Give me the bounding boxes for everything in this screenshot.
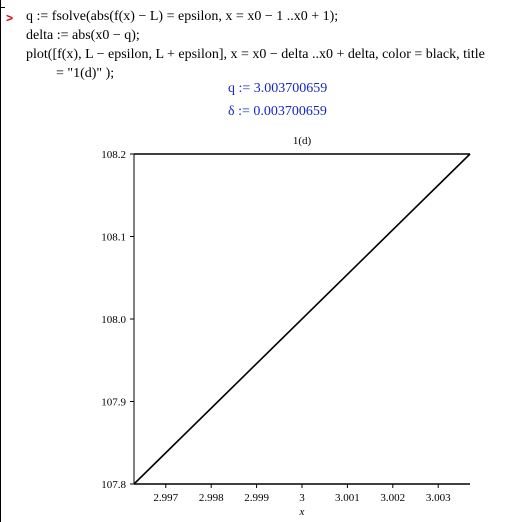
y-tick-label: 108.0 xyxy=(101,314,126,326)
output-q: q := 3.003700659 xyxy=(228,81,328,96)
x-tick-label: 3 xyxy=(299,492,305,504)
y-tick-label: 107.9 xyxy=(101,397,126,409)
plot-axes: 107.8 107.9 108.0 108.1 108.2 2.997 2.998 2.999… xyxy=(101,149,470,504)
x-tick-label: 2.999 xyxy=(244,492,269,504)
y-tick-label: 108.2 xyxy=(101,149,126,161)
series-line-0 xyxy=(133,153,471,485)
x-tick-label: 2.997 xyxy=(153,492,178,504)
y-tick-label: 108.1 xyxy=(101,232,126,244)
input-line-fsolve[interactable]: q := fsolve(abs(f(x) − L) = epsilon, x =… xyxy=(26,9,339,24)
y-tick-label: 107.8 xyxy=(101,479,126,491)
x-tick-label: 3.002 xyxy=(380,492,405,504)
x-tick-label: 3.003 xyxy=(426,492,451,504)
input-line-plot[interactable]: plot([f(x), L − epsilon, L + epsilon], x… xyxy=(26,47,485,62)
plot-series xyxy=(133,153,471,485)
execution-group-bracket-top xyxy=(0,7,5,8)
output-delta: δ := 0.003700659 xyxy=(228,104,327,119)
execution-group-bracket[interactable] xyxy=(0,0,1,522)
input-prompt: > xyxy=(6,11,14,25)
input-line-delta[interactable]: delta := abs(x0 − q); xyxy=(26,28,140,43)
x-tick-label: 3.001 xyxy=(335,492,360,504)
input-line-plot-title[interactable]: = "1(d)" ); xyxy=(56,66,115,81)
chart-title: 1(d) xyxy=(293,135,312,147)
x-axis-label: x xyxy=(299,506,305,518)
x-tick-label: 2.998 xyxy=(199,492,224,504)
